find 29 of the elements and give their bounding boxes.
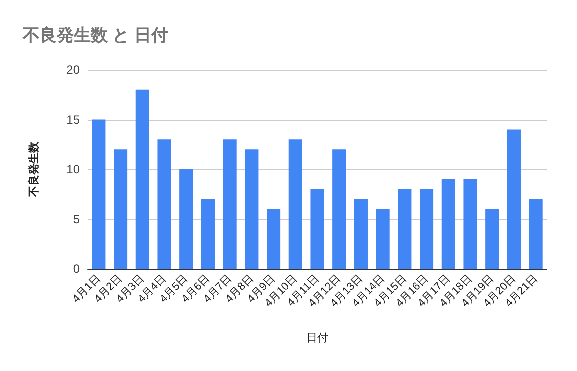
y-tick-label: 10 <box>66 162 80 176</box>
bar <box>310 189 324 269</box>
bar <box>92 120 106 269</box>
y-tick-label: 5 <box>73 212 80 226</box>
bar <box>376 209 390 269</box>
bar <box>114 150 128 269</box>
x-axis-title: 日付 <box>306 332 328 344</box>
y-tick-label: 15 <box>66 112 80 127</box>
bar <box>288 140 302 269</box>
bar <box>267 209 281 269</box>
bar <box>180 170 194 269</box>
bar <box>398 189 412 269</box>
bar <box>507 130 521 269</box>
y-axis-title: 不良発生数 <box>28 141 40 198</box>
bar <box>158 140 172 269</box>
chart-title: 不良発生数 と 日付 <box>22 26 168 45</box>
bar <box>245 150 259 269</box>
bar <box>223 140 237 269</box>
bar <box>332 150 346 269</box>
bar <box>354 199 368 269</box>
bar <box>136 90 150 269</box>
bar <box>201 199 215 269</box>
bar <box>529 199 543 269</box>
y-tick-label: 0 <box>73 262 80 276</box>
bar <box>486 209 500 269</box>
y-tick-label: 20 <box>66 63 80 77</box>
bar <box>420 189 434 269</box>
bar <box>464 179 478 269</box>
bar <box>442 179 456 269</box>
